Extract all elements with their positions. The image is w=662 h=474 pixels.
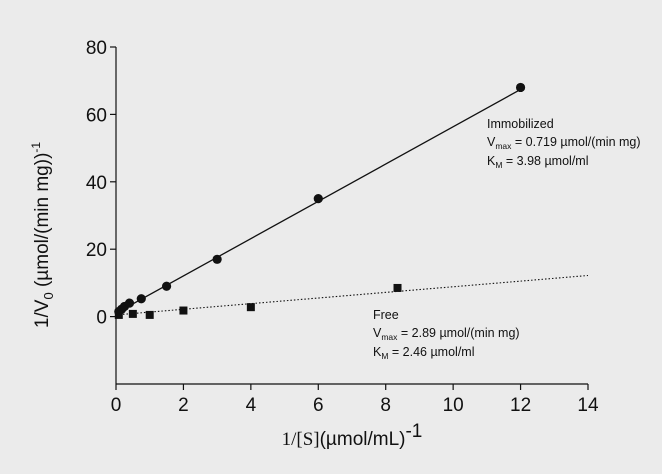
x-tick-label: 2 <box>178 395 189 416</box>
x-tick-label: 10 <box>443 395 464 416</box>
immobilized-label: Immobilized <box>487 117 554 131</box>
x-tick-label: 12 <box>510 395 531 416</box>
immobilized-point <box>515 82 526 93</box>
data-points <box>114 82 526 319</box>
y-tick-label: 20 <box>86 240 107 261</box>
immobilized-point <box>124 298 135 308</box>
free-point <box>246 303 255 312</box>
free-point <box>179 306 188 315</box>
x-tick-label: 8 <box>380 395 391 416</box>
immobilized-km: KM = 3.98 µmol/ml <box>487 154 589 170</box>
immobilized-point <box>161 281 172 291</box>
axes: 0 20 40 60 80 0 2 4 6 8 10 12 14 <box>86 38 599 416</box>
y-tick-label: 80 <box>86 38 107 59</box>
free-point <box>393 283 402 292</box>
y-tick-label: 0 <box>96 308 107 329</box>
free-point <box>114 310 123 319</box>
immobilized-point <box>212 254 222 264</box>
free-point <box>128 309 137 318</box>
y-axis-title: 1/V0 (µmol/(min mg))-1 <box>29 142 56 328</box>
x-tick-label: 6 <box>313 395 324 416</box>
immobilized-vmax: Vmax = 0.719 µmol/(min mg) <box>487 135 641 151</box>
immobilized-point <box>136 294 146 304</box>
free-vmax: Vmax = 2.89 µmol/(min mg) <box>373 326 520 342</box>
free-point <box>145 310 154 319</box>
x-tick-label: 4 <box>246 395 257 416</box>
free-label: Free <box>373 308 399 322</box>
y-tick-label: 40 <box>86 173 107 194</box>
immobilized-annotation: Immobilized Vmax = 0.719 µmol/(min mg) K… <box>487 117 641 170</box>
y-tick-label: 60 <box>86 105 107 126</box>
immobilized-point <box>313 194 323 204</box>
free-km: KM = 2.46 µmol/ml <box>373 345 475 361</box>
free-annotation: Free Vmax = 2.89 µmol/(min mg) KM = 2.46… <box>373 308 520 361</box>
x-axis-title: 1/[S](µmol/mL)-1 <box>282 421 423 450</box>
x-tick-label: 14 <box>577 395 599 416</box>
x-tick-label: 0 <box>111 395 122 416</box>
